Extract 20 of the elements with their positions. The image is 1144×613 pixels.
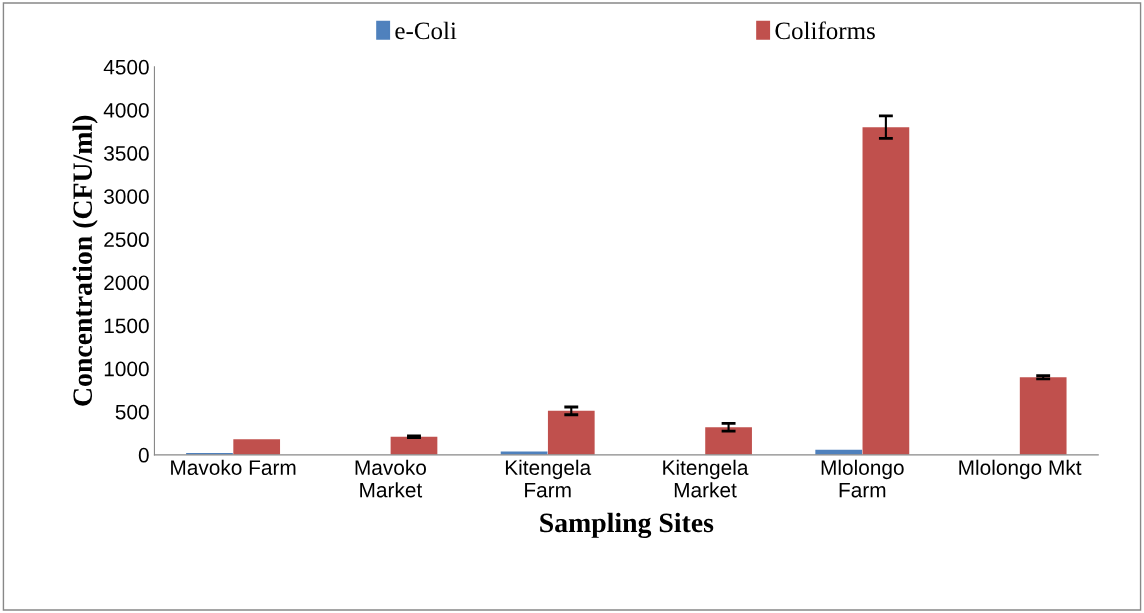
- y-tick-label: 3500: [104, 146, 149, 161]
- x-tick-label: Mlolongo Farm: [821, 459, 904, 498]
- y-axis-title: Concentration (CFU/ml): [72, 115, 98, 406]
- legend-label: Coliforms: [775, 21, 875, 40]
- y-tick-label: 500: [115, 404, 149, 420]
- y-tick-label: 2500: [104, 232, 149, 248]
- legend-label: e-Coli: [395, 21, 457, 40]
- x-tick-label: Kitengela Farm: [505, 459, 592, 498]
- y-tick-label: 1500: [104, 318, 149, 334]
- x-axis-title: Sampling Sites: [540, 512, 714, 539]
- y-tick-label: 0: [138, 447, 149, 463]
- y-tick-label: 4000: [103, 102, 149, 118]
- x-tick-label: Kitengela Market: [663, 459, 749, 498]
- y-tick-label: 3000: [104, 189, 149, 204]
- y-tick-label: 4500: [103, 59, 149, 75]
- x-tick-label: Mlolongo Mkt: [959, 459, 1082, 480]
- y-tick-label: 2000: [104, 275, 149, 291]
- x-tick-label: Mavoko Farm: [171, 459, 296, 476]
- x-tick-label: Mavoko Market: [355, 459, 426, 498]
- y-tick-label: 1000: [104, 361, 149, 377]
